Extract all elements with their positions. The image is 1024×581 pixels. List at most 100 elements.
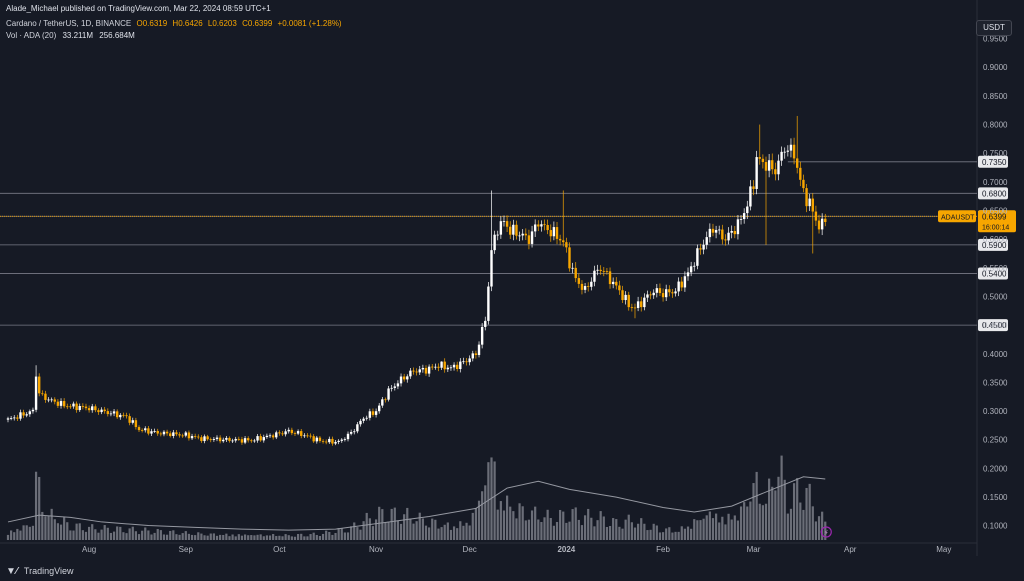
volume-bar [109, 532, 113, 540]
candle-body [181, 435, 184, 437]
candle-body [406, 376, 409, 380]
volume-bar [162, 534, 166, 540]
candle-body [153, 430, 156, 432]
volume-bar [209, 533, 212, 540]
candle-body [31, 409, 35, 412]
symbol-title[interactable]: Cardano / TetherUS, 1D, BINANCE [6, 19, 132, 28]
candle-body [496, 234, 499, 236]
volume-bar [281, 536, 284, 540]
volume-bar [253, 535, 256, 540]
current-price-value: 0.6399 [982, 212, 1007, 221]
y-tick-label: 0.2000 [983, 464, 1008, 473]
volume-bar [303, 536, 306, 540]
candle-body [206, 436, 209, 440]
level-tag [978, 319, 1008, 332]
volume-bar [746, 506, 749, 540]
volume-bar [711, 518, 715, 540]
candle-body [730, 231, 733, 233]
y-tick-label: 0.5000 [983, 292, 1008, 301]
candle-body [549, 230, 552, 237]
candle-body [568, 247, 571, 269]
candle-body [356, 424, 359, 432]
volume-bar [69, 530, 72, 540]
candle-body [739, 219, 743, 220]
volume-bar [440, 527, 443, 540]
level-value: 0.7350 [982, 158, 1007, 167]
volume-bar [321, 533, 325, 540]
volume-bar [743, 502, 746, 540]
volume-bar [727, 513, 730, 540]
volume-bar [633, 527, 637, 540]
candle-body [655, 288, 659, 293]
candle-body [390, 387, 393, 389]
candle-body [19, 412, 22, 419]
volume-bar [353, 522, 356, 540]
volume-bar [764, 503, 768, 540]
volume-bar [590, 517, 593, 540]
x-tick-label: 2024 [557, 545, 575, 554]
volume-bar [112, 531, 116, 540]
volume-bar [243, 534, 247, 540]
candle-body [658, 288, 662, 294]
candle-body [306, 435, 309, 437]
candle-body [393, 386, 396, 388]
volume-bar [749, 501, 752, 540]
volume-bar [147, 530, 150, 540]
volume-bar [262, 536, 265, 540]
candle-body [795, 158, 799, 168]
volume-bar [10, 530, 13, 540]
volume-bar [799, 502, 802, 540]
y-tick-label: 0.6000 [983, 235, 1008, 244]
volume-bar [530, 510, 534, 540]
candle-body [28, 411, 32, 415]
candle-body [615, 281, 618, 286]
candle-body [671, 292, 674, 294]
currency-button[interactable]: USDT [976, 20, 1012, 36]
volume-label[interactable]: Vol · ADA (20) [6, 31, 57, 40]
volume-bar [462, 525, 465, 540]
volume-bar [583, 515, 587, 540]
candle-body [537, 224, 540, 227]
candle-body [381, 399, 384, 406]
volume-bar [234, 536, 237, 540]
volume-bar [328, 531, 331, 540]
candle-body [543, 224, 546, 226]
candle-body [315, 437, 319, 442]
candle-body [131, 420, 134, 423]
candle-body [574, 267, 577, 279]
volume-bar [172, 530, 175, 540]
candle-body [640, 301, 643, 308]
candle-body [611, 281, 615, 285]
y-tick-label: 0.1000 [983, 522, 1008, 531]
candle-body [122, 414, 125, 416]
candle-body [103, 409, 106, 412]
candle-body [293, 433, 297, 434]
volume-bar [509, 506, 512, 540]
level-value: 0.5900 [982, 241, 1007, 250]
volume-bar [733, 515, 736, 540]
volume-bar [337, 527, 340, 540]
volume-bar [431, 518, 434, 540]
volume-bar [131, 526, 134, 540]
candle-body [225, 437, 228, 440]
volume-bar [187, 533, 191, 540]
volume-bar [406, 507, 409, 540]
candle-body [455, 364, 459, 369]
candle-body [533, 224, 537, 232]
volume-bar [122, 532, 125, 540]
volume-bar [471, 512, 474, 540]
candle-body [512, 224, 515, 235]
publisher-byline: Alade_Michael published on TradingView.c… [6, 4, 271, 14]
candle-body [493, 234, 496, 251]
candle-body [727, 232, 730, 241]
volume-bar [465, 522, 468, 540]
volume-bar [546, 509, 549, 540]
candle-body [144, 428, 147, 431]
volume-bar [565, 522, 568, 540]
y-tick-label: 0.3500 [983, 378, 1008, 387]
volume-bar [537, 519, 540, 540]
volume-bar [219, 534, 222, 540]
volume-bar [821, 511, 824, 540]
volume-bar [215, 535, 219, 540]
